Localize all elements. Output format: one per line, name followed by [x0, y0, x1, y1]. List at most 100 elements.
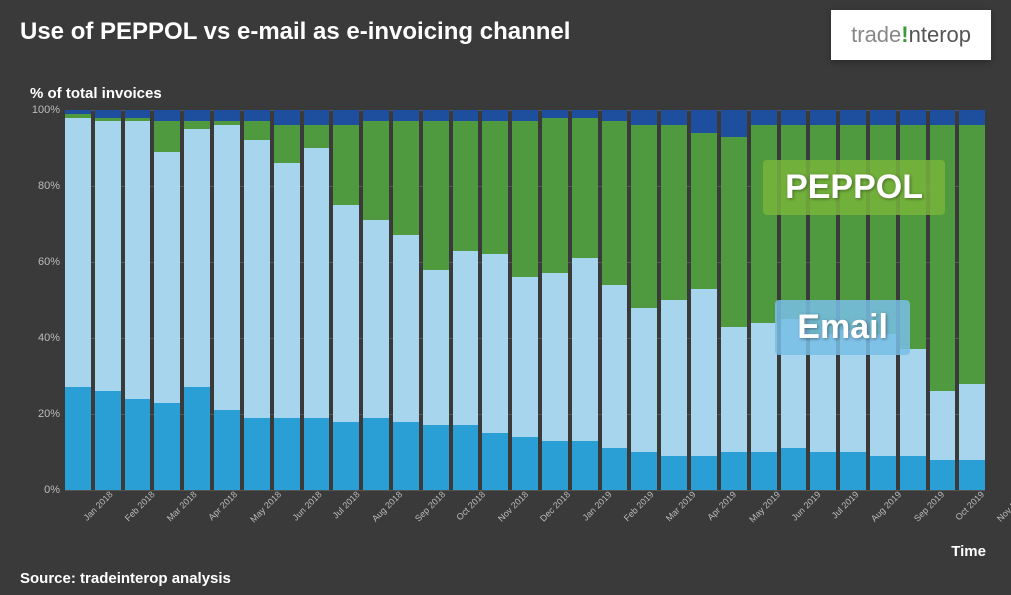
bar-segment-peppol_darkblue	[512, 110, 538, 121]
bar-segment-peppol_green	[959, 125, 985, 383]
bar-segment-email_light	[930, 391, 956, 459]
bar-segment-peppol_darkblue	[482, 110, 508, 121]
bar-segment-peppol_darkblue	[781, 110, 807, 125]
bar-segment-email_dark	[572, 441, 598, 490]
bar-segment-email_light	[721, 327, 747, 452]
bar-segment-email_light	[65, 118, 91, 388]
bar-segment-peppol_green	[691, 133, 717, 289]
bar-segment-email_light	[453, 251, 479, 426]
x-tick-label: Jun 2018	[291, 489, 324, 522]
bar-segment-peppol_darkblue	[602, 110, 628, 121]
bar-segment-peppol_darkblue	[810, 110, 836, 125]
chart-title: Use of PEPPOL vs e-mail as e-invoicing c…	[20, 18, 570, 46]
x-tick-label: Jul 2019	[830, 489, 861, 520]
bar-segment-email_light	[333, 205, 359, 422]
bar-segment-peppol_darkblue	[631, 110, 657, 125]
y-tick: 100%	[20, 104, 60, 116]
bar	[65, 110, 91, 490]
bar-segment-peppol_darkblue	[542, 110, 568, 118]
x-tick-label: Sep 2019	[912, 489, 946, 523]
x-tick-label: Feb 2018	[123, 489, 157, 523]
bar-segment-email_light	[125, 121, 151, 398]
bar-segment-email_light	[95, 121, 121, 391]
bar-segment-email_light	[274, 163, 300, 418]
bar-segment-peppol_green	[423, 121, 449, 269]
x-tick-label: Jul 2018	[331, 489, 362, 520]
bar-segment-peppol_green	[661, 125, 687, 300]
bar-segment-peppol_darkblue	[930, 110, 956, 125]
bar-segment-email_dark	[602, 448, 628, 490]
bar	[244, 110, 270, 490]
bar-segment-peppol_green	[751, 125, 777, 323]
bar-segment-email_dark	[304, 418, 330, 490]
bar	[214, 110, 240, 490]
bar-segment-email_light	[214, 125, 240, 410]
bar-segment-email_light	[512, 277, 538, 437]
bar-segment-email_light	[572, 258, 598, 440]
bar	[333, 110, 359, 490]
bar-segment-email_dark	[154, 403, 180, 490]
bar-segment-peppol_green	[393, 121, 419, 235]
chart-area: 0%20%40%60%80%100% Jan 2018Feb 2018Mar 2…	[65, 110, 985, 490]
bar-segment-email_dark	[453, 425, 479, 490]
bar	[512, 110, 538, 490]
bar	[959, 110, 985, 490]
bar-segment-peppol_green	[572, 118, 598, 259]
bar-segment-email_light	[393, 235, 419, 421]
bar-segment-email_dark	[244, 418, 270, 490]
x-tick-label: Jun 2019	[790, 489, 823, 522]
bar-segment-peppol_green	[482, 121, 508, 254]
bar	[274, 110, 300, 490]
x-axis-label: Time	[951, 543, 986, 560]
bar-segment-peppol_darkblue	[572, 110, 598, 118]
bar-segment-peppol_darkblue	[870, 110, 896, 125]
x-tick-label: Nov 2018	[496, 489, 530, 523]
bar-segment-email_dark	[363, 418, 389, 490]
bar-segment-peppol_darkblue	[214, 110, 240, 121]
bar	[363, 110, 389, 490]
bar-segment-email_dark	[721, 452, 747, 490]
bar-segment-email_dark	[482, 433, 508, 490]
bar	[721, 110, 747, 490]
logo-suffix: nterop	[909, 22, 971, 47]
bar	[304, 110, 330, 490]
bar-segment-email_dark	[393, 422, 419, 490]
y-tick: 20%	[20, 408, 60, 420]
bar-segment-email_light	[244, 140, 270, 417]
bar-segment-peppol_darkblue	[363, 110, 389, 121]
bar	[95, 110, 121, 490]
bar-segment-email_dark	[125, 399, 151, 490]
bar-segment-peppol_green	[274, 125, 300, 163]
bar-segment-email_light	[154, 152, 180, 403]
bar-segment-email_dark	[900, 456, 926, 490]
y-axis-label: % of total invoices	[30, 85, 162, 102]
bar-segment-peppol_darkblue	[661, 110, 687, 125]
bar-segment-email_light	[602, 285, 628, 448]
x-tick-label: Feb 2019	[622, 489, 656, 523]
bar-segment-email_dark	[691, 456, 717, 490]
x-tick-label: Oct 2019	[954, 489, 987, 522]
bar-segment-peppol_darkblue	[304, 110, 330, 125]
bar-segment-email_dark	[423, 425, 449, 490]
bar-segment-peppol_green	[304, 125, 330, 148]
overlay-label-email: Email	[775, 300, 910, 355]
bar-segment-email_light	[423, 270, 449, 426]
x-tick-label: Mar 2019	[664, 489, 698, 523]
bar-segment-peppol_green	[333, 125, 359, 205]
bar-segment-peppol_green	[453, 121, 479, 250]
bar-segment-email_dark	[184, 387, 210, 490]
bar-segment-email_dark	[274, 418, 300, 490]
x-tick-label: Aug 2019	[869, 489, 903, 523]
bar-segment-peppol_darkblue	[154, 110, 180, 121]
bar-segment-email_dark	[333, 422, 359, 490]
bar-segment-email_dark	[542, 441, 568, 490]
bar-segment-peppol_darkblue	[453, 110, 479, 121]
y-tick: 0%	[20, 484, 60, 496]
bar-segment-email_light	[751, 323, 777, 452]
bar	[542, 110, 568, 490]
bar-segment-email_light	[184, 129, 210, 387]
x-tick-label: May 2018	[248, 489, 283, 524]
bar-segment-email_dark	[840, 452, 866, 490]
x-tick-label: Jan 2019	[580, 489, 613, 522]
bar	[482, 110, 508, 490]
